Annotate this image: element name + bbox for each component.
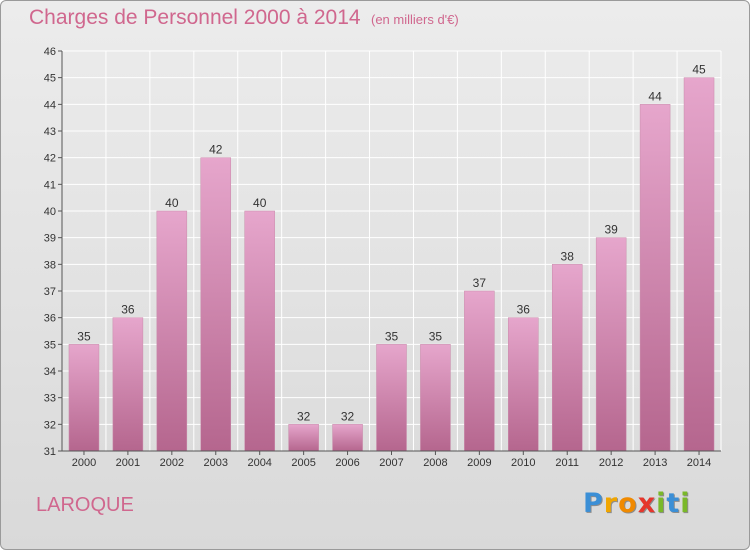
x-tick-label: 2008 [423, 457, 447, 469]
bar-2003 [200, 157, 232, 452]
y-tick-label: 34 [44, 366, 56, 378]
y-tick-label: 33 [44, 393, 56, 405]
x-tick-label: 2003 [204, 457, 228, 469]
x-tick-label: 2004 [247, 457, 271, 469]
bar-2001 [112, 317, 144, 452]
x-tick-label: 2005 [291, 457, 315, 469]
y-tick-label: 37 [44, 286, 56, 298]
y-tick-label: 32 [44, 419, 56, 431]
value-label: 40 [165, 196, 179, 210]
bar-2013 [639, 104, 671, 452]
y-tick-label: 44 [44, 99, 56, 111]
y-tick-label: 43 [44, 126, 56, 138]
commune-name: LAROQUE [36, 494, 134, 516]
y-tick-label: 38 [44, 259, 56, 271]
bar-2002 [156, 210, 188, 452]
value-label: 40 [253, 196, 267, 210]
bar-2005 [288, 424, 319, 452]
bar-2012 [595, 237, 627, 452]
value-label: 44 [648, 89, 662, 103]
x-tick-label: 2002 [160, 457, 184, 469]
bar-2006 [332, 424, 363, 452]
x-tick-label: 2011 [555, 457, 579, 469]
bar-2009 [464, 290, 495, 452]
value-label: 39 [604, 223, 618, 237]
bars: 35 36 40 42 40 32 32 35 35 37 36 38 39 44 45 [68, 63, 715, 452]
x-tick-label: 2007 [379, 457, 403, 469]
bar-2014 [683, 77, 715, 452]
x-tick-label: 2009 [467, 457, 491, 469]
bar-2011 [551, 264, 583, 452]
value-label: 37 [473, 276, 487, 290]
value-label: 42 [209, 143, 223, 157]
y-tick-label: 31 [44, 446, 56, 458]
value-label: 36 [121, 303, 135, 317]
value-label: 36 [517, 303, 531, 317]
bar-2008 [420, 344, 451, 452]
axes: 31 32 33 34 35 36 37 38 39 40 41 42 43 44 45 46 2000 2001… [44, 46, 721, 469]
value-label: 35 [385, 329, 399, 343]
x-tick-label: 2006 [335, 457, 359, 469]
bar-2004 [244, 210, 275, 452]
y-tick-label: 42 [44, 153, 56, 165]
y-tick-label: 36 [44, 313, 56, 325]
value-label: 38 [561, 249, 575, 263]
value-label: 45 [692, 63, 706, 77]
value-label: 35 [429, 329, 443, 343]
proxiti-logo[interactable]: Proxiti [583, 488, 691, 519]
x-tick-label: 2014 [687, 457, 711, 469]
x-tick-label: 2012 [599, 457, 623, 469]
x-tick-label: 2001 [116, 457, 140, 469]
x-tick-label: 2013 [643, 457, 667, 469]
y-tick-label: 46 [44, 46, 56, 58]
bar-2010 [508, 317, 539, 452]
x-tick-label: 2000 [72, 457, 96, 469]
bar-2007 [376, 344, 407, 452]
y-tick-label: 40 [44, 206, 56, 218]
y-tick-label: 45 [44, 73, 56, 85]
value-label: 32 [341, 409, 355, 423]
y-tick-label: 39 [44, 233, 56, 245]
chart-title: Charges de Personnel 2000 à 2014 [29, 6, 361, 29]
value-label: 32 [297, 409, 311, 423]
x-tick-label: 2010 [511, 457, 535, 469]
y-tick-label: 35 [44, 339, 56, 351]
y-tick-label: 41 [44, 179, 56, 191]
bar-2000 [68, 344, 100, 452]
value-label: 35 [77, 329, 91, 343]
chart-subtitle: (en milliers d'€) [371, 12, 459, 27]
